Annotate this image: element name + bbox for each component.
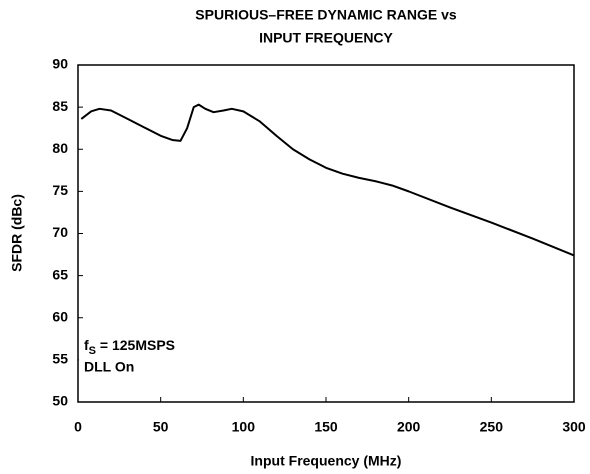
x-tick-label: 300 xyxy=(562,419,586,435)
annotation-symbol: f xyxy=(84,337,89,353)
x-axis-label: Input Frequency (MHz) xyxy=(251,453,402,469)
y-tick-label: 60 xyxy=(52,308,68,324)
x-tick-label: 150 xyxy=(314,419,338,435)
y-tick-label: 90 xyxy=(52,56,68,72)
y-tick-label: 50 xyxy=(52,393,68,409)
y-axis-label: SFDR (dBc) xyxy=(9,194,25,272)
y-tick-label: 75 xyxy=(52,182,68,198)
y-tick-label: 80 xyxy=(52,140,68,156)
annotation-text: = 125MSPS xyxy=(96,337,175,353)
chart-title: INPUT FREQUENCY xyxy=(259,30,393,46)
y-tick-label: 70 xyxy=(52,224,68,240)
annotation-box xyxy=(79,330,211,382)
x-tick-label: 0 xyxy=(74,419,82,435)
annotation-note: DLL On xyxy=(84,359,134,375)
chart-title: SPURIOUS–FREE DYNAMIC RANGE vs xyxy=(195,7,457,23)
y-tick-label: 85 xyxy=(52,98,68,114)
annotation: fS = 125MSPS xyxy=(84,337,175,357)
y-tick-label: 55 xyxy=(52,351,68,367)
x-tick-label: 250 xyxy=(480,419,504,435)
y-tick-label: 65 xyxy=(52,266,68,282)
x-tick-label: 200 xyxy=(397,419,421,435)
x-tick-label: 100 xyxy=(232,419,256,435)
annotation-subscript: S xyxy=(89,345,96,357)
x-tick-label: 50 xyxy=(153,419,169,435)
data-line xyxy=(80,103,575,257)
